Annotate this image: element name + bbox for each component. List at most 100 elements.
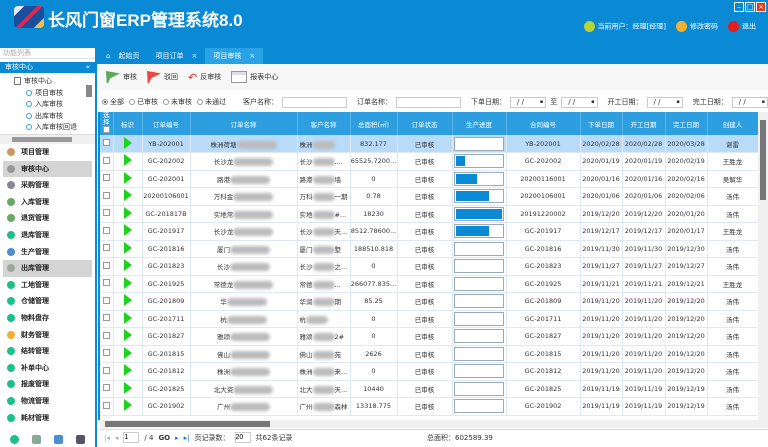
- tree-item[interactable]: 项目审核: [8, 88, 95, 100]
- column-header[interactable]: 开工日期: [622, 112, 666, 135]
- sidebar-item[interactable]: 补单中心: [3, 360, 92, 377]
- row-checkbox-cell[interactable]: [100, 135, 114, 153]
- collapse-icon[interactable]: «: [85, 63, 90, 71]
- sidebar-item[interactable]: 结转管理: [3, 343, 92, 360]
- page-number-input[interactable]: [123, 432, 140, 443]
- sidebar-item[interactable]: 出库管理: [3, 260, 92, 277]
- row-checkbox[interactable]: [102, 209, 110, 217]
- go-button[interactable]: GO: [158, 433, 171, 442]
- prev-page-button[interactable]: ◂: [114, 433, 119, 442]
- row-checkbox[interactable]: [102, 244, 110, 252]
- sidebar-item[interactable]: 退库管理: [3, 227, 92, 244]
- column-header[interactable]: 合同编号: [506, 112, 581, 135]
- row-checkbox-cell[interactable]: [100, 310, 114, 328]
- row-checkbox[interactable]: [102, 401, 110, 409]
- column-header[interactable]: 标识: [113, 112, 143, 135]
- sidebar-item[interactable]: 物料盘存: [3, 310, 92, 327]
- row-checkbox[interactable]: [102, 191, 110, 199]
- row-checkbox-cell[interactable]: [100, 222, 114, 241]
- tab-project-audit[interactable]: 项目审核 ×: [205, 48, 264, 64]
- tree-item[interactable]: 入库审核回退: [8, 122, 95, 134]
- report-center-button[interactable]: 报表中心: [231, 71, 278, 83]
- row-checkbox[interactable]: [102, 296, 110, 304]
- row-checkbox-cell[interactable]: [100, 170, 114, 188]
- sidebar-item[interactable]: 审核中心: [3, 160, 92, 178]
- row-checkbox[interactable]: [102, 261, 110, 269]
- column-header[interactable]: 订单名称: [190, 112, 298, 135]
- row-checkbox-cell[interactable]: [100, 362, 114, 381]
- customer-name-input[interactable]: [282, 96, 347, 108]
- first-page-button[interactable]: |◂: [104, 433, 110, 442]
- tree-item[interactable]: 出库审核: [8, 111, 95, 123]
- table-row[interactable]: GC-202001 路港 路港墙 0 已审核 20200116001 2020/01/16 2…: [100, 170, 758, 188]
- reject-button[interactable]: 驳回: [147, 71, 178, 83]
- maximize-button[interactable]: □: [745, 2, 755, 12]
- column-header[interactable]: 订单编号: [142, 112, 191, 135]
- status-radio[interactable]: 已审核: [129, 98, 158, 106]
- select-all-checkbox[interactable]: [102, 126, 110, 133]
- tab-home[interactable]: ⌂ 起始页: [98, 48, 147, 64]
- table-row[interactable]: 20200106001 万科金 万科 一期 0.78 已审核 20200106001 2020…: [100, 187, 758, 206]
- table-row[interactable]: GC-201823 长沙 长沙 之... 0 已审核 GC-201823 2019/11/27…: [100, 257, 758, 276]
- table-row[interactable]: GC-201902 广州 广州 森林 13318.775 已审核 GC-201902 2019…: [100, 397, 758, 416]
- logout-link[interactable]: 退出: [728, 21, 756, 32]
- start-date-input[interactable]: / /: [646, 96, 683, 108]
- row-checkbox[interactable]: [102, 349, 110, 357]
- unapprove-button[interactable]: ↶ 反审核: [188, 70, 222, 84]
- status-radio[interactable]: 未通过: [197, 98, 226, 106]
- close-button[interactable]: ×: [756, 2, 766, 12]
- tree-horizontal-scrollbar[interactable]: [0, 135, 95, 144]
- column-header[interactable]: 创建人: [707, 112, 758, 135]
- column-header[interactable]: 完工日期: [665, 112, 708, 135]
- document-icon[interactable]: [76, 435, 85, 444]
- tree-item[interactable]: 入库审核: [8, 99, 95, 111]
- sidebar-item[interactable]: 入库管理: [3, 194, 92, 211]
- cart-icon[interactable]: [32, 435, 41, 444]
- sidebar-item[interactable]: 报废管理: [3, 376, 92, 393]
- row-checkbox[interactable]: [102, 174, 110, 182]
- row-checkbox-cell[interactable]: [100, 345, 114, 363]
- sidebar-item[interactable]: 退货管理: [3, 210, 92, 227]
- status-radio[interactable]: 未审核: [163, 98, 192, 106]
- sidebar-item[interactable]: 生产管理: [3, 244, 92, 261]
- column-header[interactable]: 下单日期: [580, 112, 623, 135]
- row-checkbox[interactable]: [102, 156, 110, 164]
- sidebar-item[interactable]: 仓储管理: [3, 293, 92, 310]
- row-checkbox[interactable]: [102, 366, 110, 374]
- column-header[interactable]: 选择: [100, 112, 114, 135]
- row-checkbox-cell[interactable]: [100, 397, 114, 416]
- tab-project-orders[interactable]: 项目订单 ×: [147, 48, 205, 64]
- circle-icon[interactable]: [10, 435, 19, 444]
- row-checkbox-cell[interactable]: [100, 275, 114, 293]
- order-date-from[interactable]: / /: [510, 96, 547, 108]
- approve-button[interactable]: 审核: [106, 71, 137, 83]
- feather-icon[interactable]: [54, 435, 63, 444]
- row-checkbox[interactable]: [102, 279, 110, 287]
- row-checkbox-cell[interactable]: [100, 327, 114, 346]
- row-checkbox[interactable]: [102, 331, 110, 339]
- sidebar-section-header[interactable]: 审核中心 «: [0, 62, 95, 73]
- table-row[interactable]: GC-201925 常德龙 常德... 266077.835... 已审核 GC-2019…: [100, 275, 758, 293]
- page-size-input[interactable]: [234, 432, 251, 443]
- table-row[interactable]: GC-201827 雅颂 雅颂 2# 0 已审核 GC-201827 2019/11/20 20…: [100, 327, 758, 346]
- column-header[interactable]: 总面积(㎡): [350, 112, 398, 135]
- row-checkbox-cell[interactable]: [100, 380, 114, 398]
- row-checkbox[interactable]: [102, 314, 110, 322]
- column-header[interactable]: 生产进度: [452, 112, 507, 135]
- table-row[interactable]: GC-201809 华华润期 85.25 已审核 GC-201809 2019/11/20…: [100, 292, 758, 311]
- table-row[interactable]: GC-201817B 实地常 实地 #... 18230 已审核 20191220002 20…: [100, 205, 758, 223]
- sidebar-item[interactable]: 工地管理: [3, 277, 92, 294]
- row-checkbox-cell[interactable]: [100, 257, 114, 276]
- row-checkbox-cell[interactable]: [100, 240, 114, 258]
- order-date-to[interactable]: / /: [561, 96, 598, 108]
- table-row[interactable]: GC-201812 株洲 株洲 来... 0 已审核 GC-201812 2019/11/20…: [100, 362, 758, 381]
- row-checkbox-cell[interactable]: [100, 205, 114, 223]
- table-row[interactable]: YB-202001 株洲荷塘 株洲 832.177 已审核 YB-202001 2020/0…: [100, 135, 758, 153]
- horizontal-scrollbar[interactable]: [100, 420, 758, 428]
- last-page-button[interactable]: ▸|: [183, 433, 190, 442]
- close-tab-icon[interactable]: ×: [191, 52, 198, 60]
- next-page-button[interactable]: ▸: [175, 433, 179, 442]
- minimize-button[interactable]: –: [734, 2, 744, 12]
- sidebar-item[interactable]: 项目管理: [3, 144, 92, 161]
- tree-item[interactable]: 审核中心: [8, 76, 95, 88]
